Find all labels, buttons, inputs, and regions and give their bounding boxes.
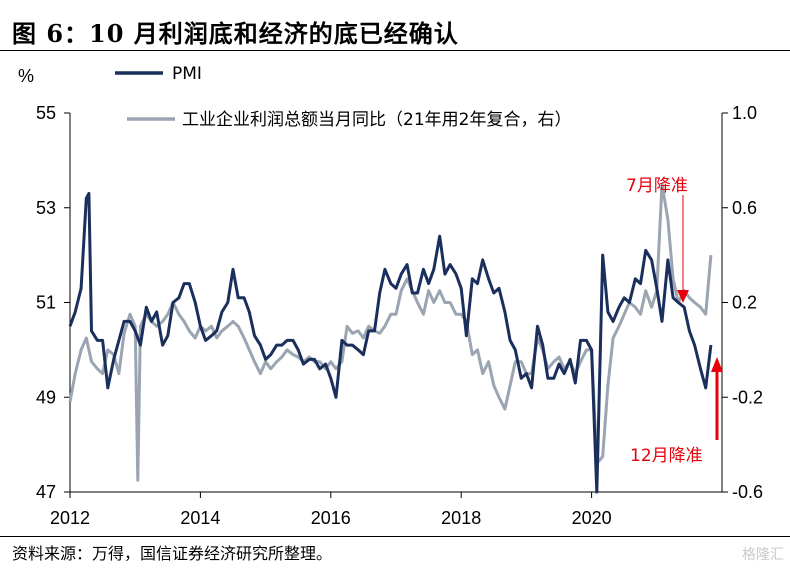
left-tick-label: 49 <box>36 387 56 407</box>
right-axis-ticks: -0.6 -0.2 0.2 0.6 1.0 <box>722 103 763 502</box>
annotation-july-rrr-cut: 7月降准 <box>626 176 688 196</box>
x-tick-label: 2020 <box>572 508 612 528</box>
left-axis-ticks: 47 49 51 53 55 <box>36 103 70 502</box>
left-tick-label: 53 <box>36 198 56 218</box>
annotation-july-arrowhead <box>677 290 689 303</box>
legend-label-pmi: PMI <box>172 64 202 84</box>
right-tick-label: 1.0 <box>732 103 757 123</box>
annotation-december-arrowhead <box>711 357 723 372</box>
figure-title: 图 6：10 月利润底和经济的底已经确认 <box>12 19 459 48</box>
left-tick-label: 47 <box>36 482 56 502</box>
watermark: 格隆汇 <box>742 547 784 563</box>
right-tick-label: 0.2 <box>732 293 757 313</box>
x-tick-label: 2018 <box>441 508 481 528</box>
right-tick-label: 0.6 <box>732 198 757 218</box>
annotation-december-rrr-cut: 12月降准 <box>630 446 703 466</box>
x-axis-ticks: 2012 2014 2016 2018 2020 <box>50 492 612 528</box>
x-tick-label: 2014 <box>180 508 220 528</box>
series-line-profit <box>68 182 713 482</box>
title-divider <box>0 50 790 51</box>
right-tick-label: -0.2 <box>732 387 763 407</box>
x-tick-label: 2016 <box>311 508 351 528</box>
right-tick-label: -0.6 <box>732 482 763 502</box>
series-line-pmi <box>68 192 713 494</box>
source-note: 资料来源：万得，国信证券经济研究所整理。 <box>12 544 333 563</box>
left-tick-label: 51 <box>36 293 56 313</box>
x-tick-label: 2012 <box>50 508 90 528</box>
left-tick-label: 55 <box>36 103 56 123</box>
legend-label-profit: 工业企业利润总额当月同比（21年用2年复合，右） <box>182 110 571 130</box>
left-axis-unit: % <box>18 66 34 86</box>
source-divider <box>0 536 790 537</box>
